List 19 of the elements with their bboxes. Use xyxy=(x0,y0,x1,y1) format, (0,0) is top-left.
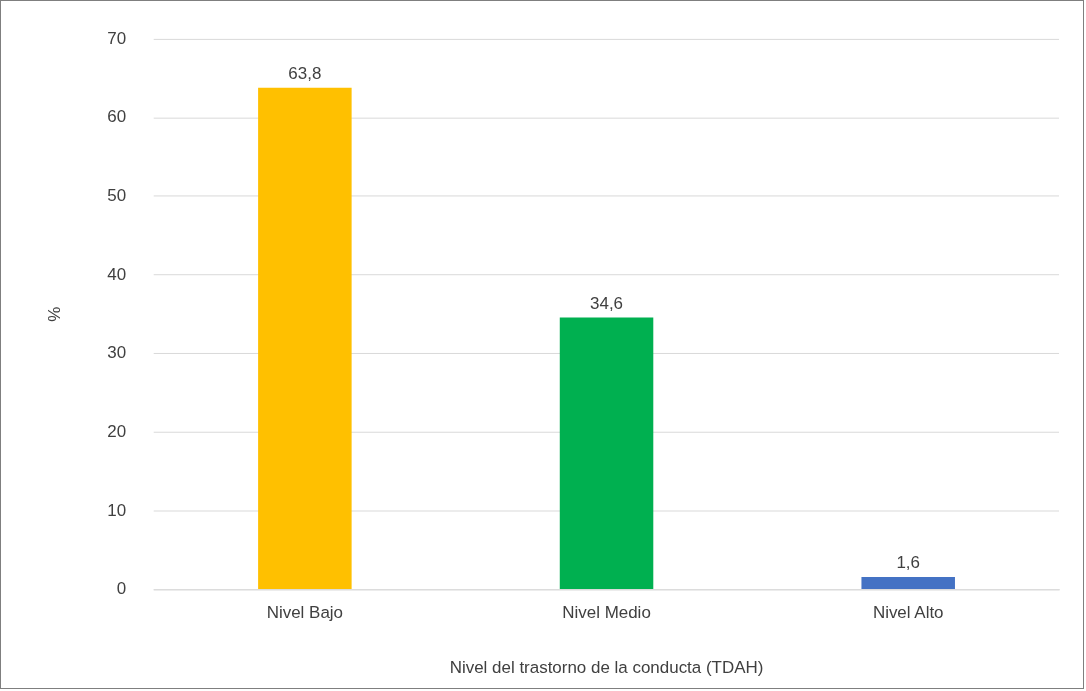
x-tick-label: Nivel Bajo xyxy=(266,603,344,623)
y-tick-label: 50 xyxy=(107,186,127,206)
x-axis-title: Nivel del trastorno de la conducta (TDAH) xyxy=(449,657,764,677)
y-tick-label: 70 xyxy=(107,28,127,48)
bar xyxy=(861,576,955,589)
y-tick-label: 10 xyxy=(107,500,127,520)
data-label: 34,6 xyxy=(590,293,624,313)
y-tick-label: 40 xyxy=(107,264,127,284)
x-tick-label: Nivel Medio xyxy=(562,603,651,623)
y-tick-label: 30 xyxy=(107,343,127,363)
y-tick-label: 20 xyxy=(107,421,127,441)
y-tick-label: 0 xyxy=(116,579,127,599)
data-label: 1,6 xyxy=(896,553,920,573)
y-axis-title: % xyxy=(44,306,64,322)
bar xyxy=(559,317,654,589)
x-tick-label: Nivel Alto xyxy=(872,603,944,623)
data-label: 63,8 xyxy=(288,64,322,84)
y-tick-label: 60 xyxy=(107,107,127,127)
bar xyxy=(258,87,352,589)
